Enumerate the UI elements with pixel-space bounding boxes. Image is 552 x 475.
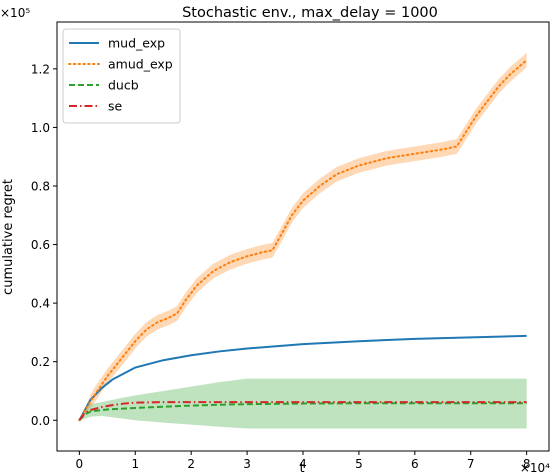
series-lines bbox=[78, 59, 528, 422]
chart-title: Stochastic env., max_delay = 1000 bbox=[182, 5, 438, 21]
x-tick-label: 6 bbox=[411, 457, 419, 471]
x-tick-label: 5 bbox=[355, 457, 363, 471]
legend-label-amud-exp: amud_exp bbox=[108, 57, 173, 72]
series-line-ducb bbox=[78, 402, 527, 421]
y-tick-label: 0.2 bbox=[31, 355, 50, 369]
x-multiplier-label: ×10⁴ bbox=[520, 461, 550, 475]
y-axis-ticks: 0.0 0.2 0.4 0.6 0.8 1.0 1.2 bbox=[31, 62, 57, 428]
y-tick-label: 0.4 bbox=[31, 297, 50, 311]
series-line-amud-exp bbox=[78, 59, 528, 422]
y-axis-label: cumulative regret bbox=[1, 179, 16, 295]
x-tick-label: 3 bbox=[243, 457, 251, 471]
y-tick-label: 0.8 bbox=[31, 179, 50, 193]
x-axis-label: t bbox=[299, 461, 304, 475]
x-axis-ticks: 0 1 2 3 4 5 6 7 8 bbox=[76, 451, 531, 471]
y-tick-label: 0.0 bbox=[31, 414, 50, 428]
x-tick-label: 4 bbox=[299, 457, 307, 471]
legend-box bbox=[62, 28, 181, 124]
series-line-se bbox=[78, 401, 527, 421]
y-tick-label: 1.0 bbox=[31, 121, 50, 135]
x-tick-label: 0 bbox=[76, 457, 84, 471]
x-tick-label: 7 bbox=[467, 457, 475, 471]
series-line-mud-exp bbox=[78, 334, 527, 421]
x-tick-label: 8 bbox=[523, 457, 531, 471]
y-tick-label: 0.6 bbox=[31, 238, 50, 252]
legend-label-ducb: ducb bbox=[108, 78, 139, 93]
x-tick-label: 2 bbox=[187, 457, 195, 471]
legend-label-se: se bbox=[108, 99, 123, 114]
x-tick-label: 1 bbox=[131, 457, 139, 471]
legend-label-mud-exp: mud_exp bbox=[108, 36, 165, 51]
y-multiplier-label: ×10⁵ bbox=[0, 6, 30, 20]
y-tick-label: 1.2 bbox=[31, 62, 50, 76]
